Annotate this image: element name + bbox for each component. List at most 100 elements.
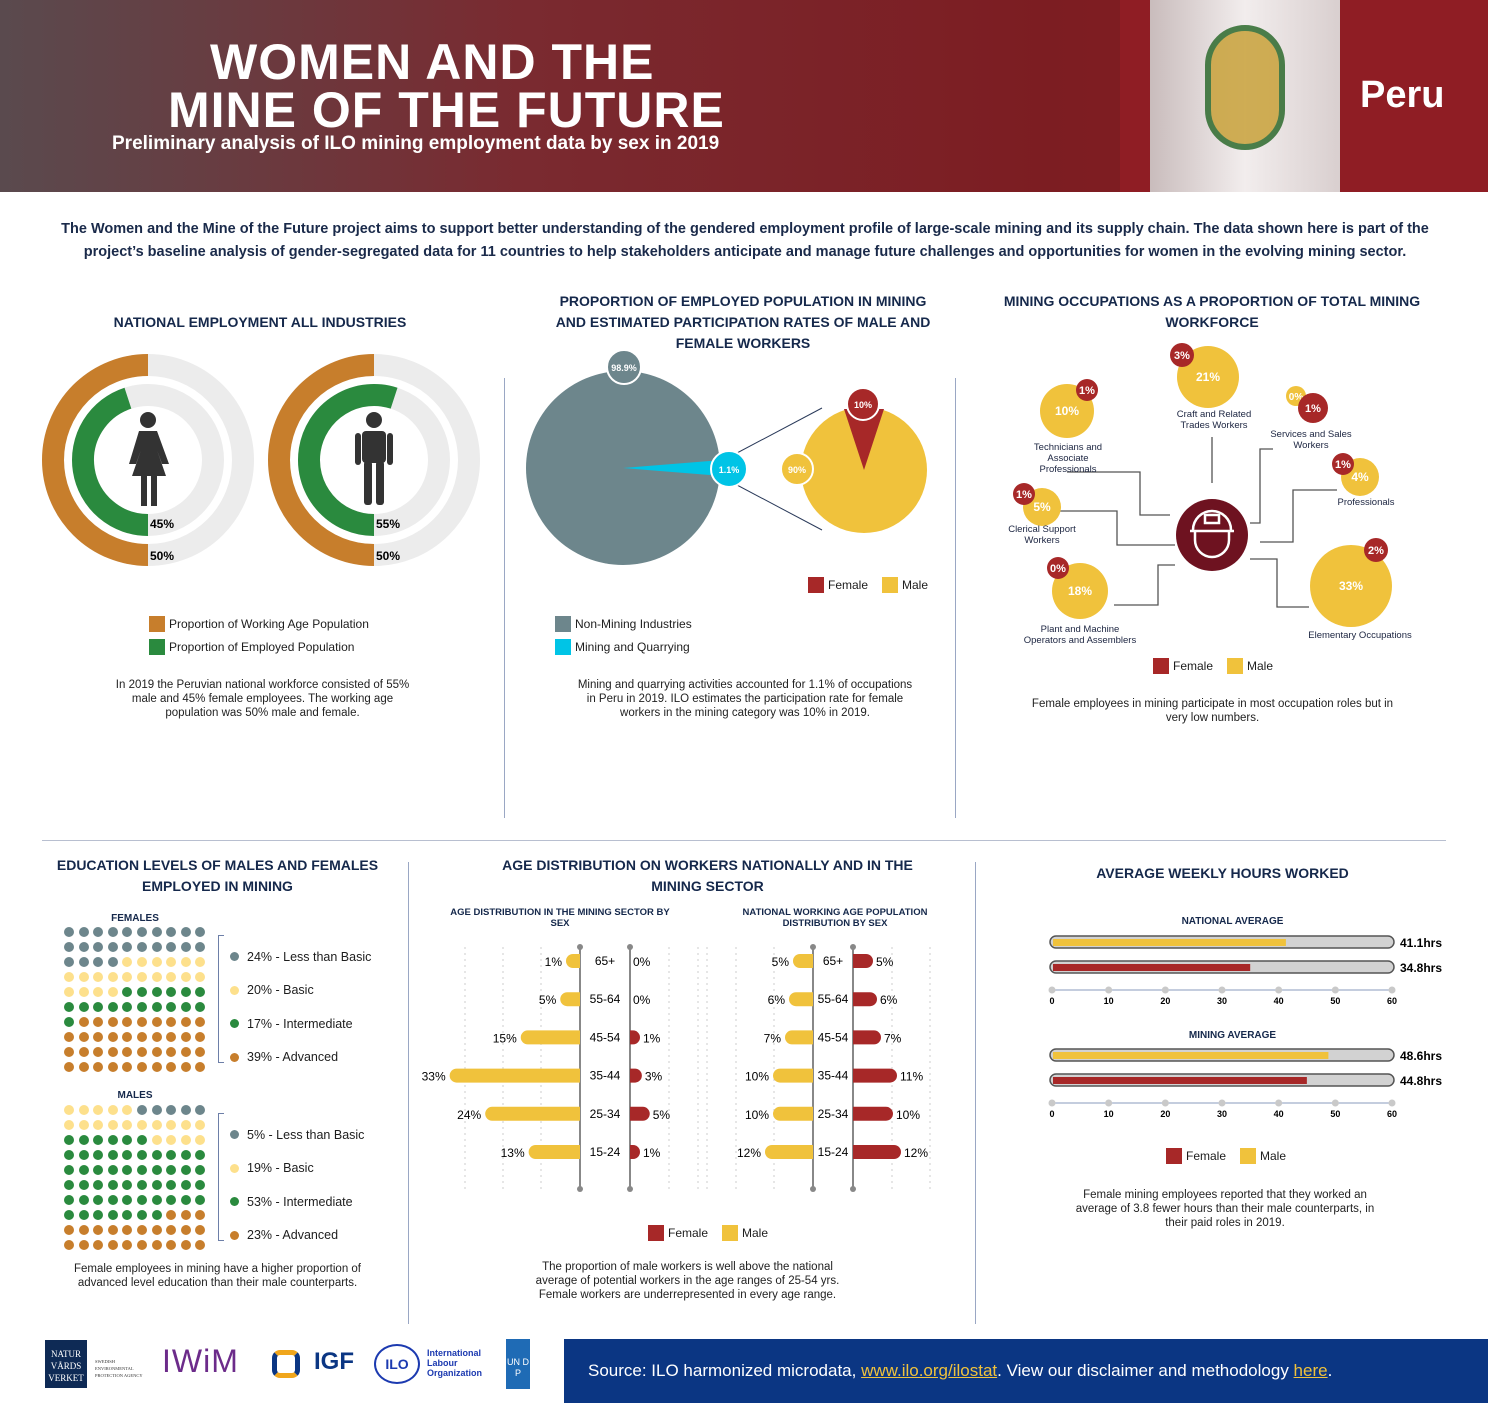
education-dot: [151, 1150, 162, 1160]
education-dot: [64, 1165, 74, 1175]
education-dot: [151, 957, 162, 967]
age-category: 65+: [595, 954, 615, 968]
education-dot: [93, 1165, 104, 1175]
female-bubble: [1047, 557, 1069, 579]
male-bar: [566, 954, 580, 968]
female-bubble: [1170, 343, 1194, 367]
ilostat-link[interactable]: www.ilo.org/ilostat: [861, 1361, 998, 1380]
tick-dot: [1388, 986, 1396, 994]
legend-label: Female: [668, 1226, 709, 1240]
education-dot: [195, 972, 206, 982]
sepa-logo-text: SWEDISH ENVIRONMENTAL PROTECTION AGENCY: [95, 1359, 143, 1378]
education-dot: [78, 1017, 89, 1027]
education-dot: [93, 1240, 104, 1250]
education-dot: [180, 1240, 191, 1250]
male-value: 33%: [1339, 579, 1363, 593]
age-category: 35-44: [590, 1069, 621, 1083]
male-value: 15%: [493, 1031, 517, 1045]
legend-dot: [230, 952, 239, 962]
male-donut: [268, 354, 480, 566]
education-dot: [151, 1047, 162, 1057]
igf-logo: IGF: [314, 1348, 354, 1375]
education-dot: [107, 972, 118, 982]
education-dot: [107, 1120, 118, 1130]
education-dot: [107, 1032, 118, 1042]
female-bar: [853, 992, 877, 1007]
age-caption: The proportion of male workers is well a…: [535, 1261, 840, 1301]
legend-label: 5% - Less than Basic: [247, 1127, 365, 1142]
legend-female: Female: [808, 577, 868, 593]
employed-arc: [72, 387, 149, 536]
female-bubble: [1013, 483, 1035, 505]
education-dot: [151, 942, 162, 952]
legend-swatch: [1166, 1148, 1182, 1164]
age-title: AGE DISTRIBUTION ON WORKERS NATIONALLY A…: [502, 857, 913, 894]
education-dot: [107, 1002, 118, 1012]
non-mining-badge: [606, 350, 642, 385]
female-value: 7%: [884, 1031, 902, 1045]
legend-swatch: [1227, 658, 1243, 674]
occupation-0: 10%1% Technicians and Associate Professiona…: [1034, 379, 1102, 475]
education-dot: [195, 1195, 206, 1205]
age-category: 35-44: [818, 1069, 849, 1083]
education-dot: [78, 1062, 89, 1072]
education-dot: [136, 1195, 147, 1205]
education-dot: [151, 1195, 162, 1205]
education-dot: [195, 1180, 206, 1190]
age-national-title: NATIONAL WORKING AGE POPULATION DISTRIBU…: [742, 907, 928, 929]
education-dot: [151, 1240, 162, 1250]
occupation-6: 33% 2% Elementary Occupations: [1308, 538, 1412, 641]
legend-male: Male: [1240, 1148, 1286, 1164]
legend-label: Female: [1173, 659, 1214, 673]
education-dot: [107, 1017, 118, 1027]
occupation-label: Professionals: [1337, 497, 1394, 508]
male-bar: [785, 1030, 813, 1045]
legend-swatch: [555, 616, 571, 632]
male-bubble: [1177, 346, 1239, 408]
male-value: 0%: [1289, 392, 1304, 403]
tick-label: 10: [1104, 996, 1114, 1006]
legend-label: 24% - Less than Basic: [247, 949, 372, 964]
education-dot: [93, 1135, 104, 1145]
education-dot: [107, 927, 118, 937]
male-bar: [449, 1068, 580, 1083]
education-dot: [122, 942, 133, 952]
education-dot: [107, 1150, 118, 1160]
helmet-icon: [1190, 509, 1234, 559]
education-dot: [166, 942, 177, 952]
age-chart-1: 65+ 5% 5% 55-64 6% 6% 45-54 7% 7% 35-44 10% 11% 25-3…: [697, 944, 931, 1192]
male-bar: [560, 992, 580, 1007]
national-average-title: NATIONAL AVERAGE: [1181, 916, 1284, 927]
education-dot: [180, 1210, 191, 1220]
education-dot: [78, 1210, 89, 1220]
legend-dot: [230, 1230, 239, 1240]
methodology-link[interactable]: here: [1293, 1361, 1328, 1380]
education-dot: [93, 1062, 104, 1072]
education-dot: [195, 1135, 206, 1145]
axis-cap: [627, 1186, 633, 1192]
hours-chart-2: 41.1hrs 34.8hrs 0 10 20 30 40 50 60: [1048, 935, 1442, 1006]
legend-dot: [230, 1163, 239, 1173]
education-dot: [93, 1150, 104, 1160]
tick-label: 20: [1160, 1109, 1170, 1119]
education-dot: [64, 1225, 74, 1235]
education-dot: [78, 1032, 89, 1042]
female-icon: [129, 412, 169, 506]
education-dot: [180, 1150, 191, 1160]
helmet-badge: [1176, 499, 1248, 571]
legend-swatch: [149, 616, 165, 632]
legend-label: Male: [1247, 659, 1274, 673]
axis-cap: [627, 944, 633, 950]
education-dot: [122, 1105, 133, 1115]
education-dot: [122, 1210, 133, 1220]
header-banner: WOMEN AND THE MINE OF THE FUTURE Prelimi…: [0, 0, 1488, 192]
male-label: 90%: [788, 465, 806, 475]
legend-label: 23% - Advanced: [247, 1228, 339, 1243]
education-dot: [151, 1135, 162, 1145]
education-dot: [136, 957, 147, 967]
education-dot: [122, 1240, 133, 1250]
hours-value: 41.1hrs: [1400, 936, 1442, 950]
occupations-diagram: 10%1%Technicians and Associate Professiona…: [1008, 343, 1412, 646]
female-value: 3%: [645, 1070, 663, 1084]
education-dot: [93, 1105, 104, 1115]
